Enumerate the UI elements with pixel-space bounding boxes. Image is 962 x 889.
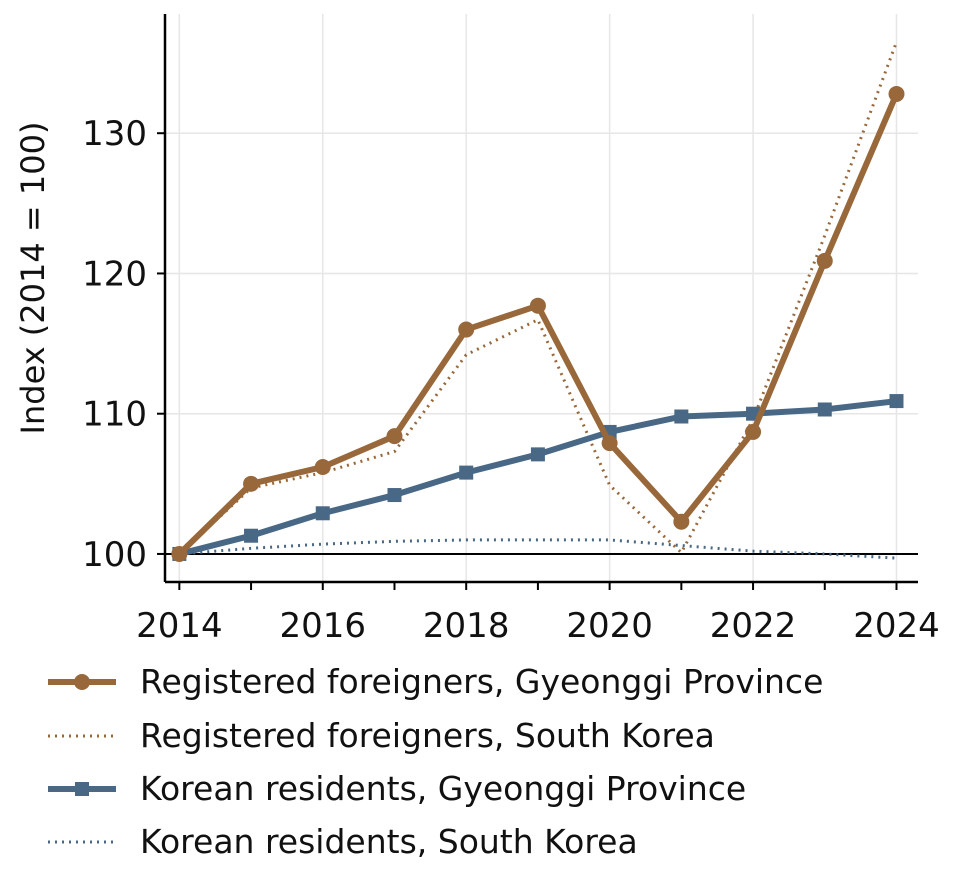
grid-lines xyxy=(165,14,918,582)
data-point xyxy=(529,297,546,314)
data-point xyxy=(816,252,833,269)
data-point xyxy=(243,475,260,492)
series-line-0 xyxy=(177,92,900,557)
data-point xyxy=(171,545,188,562)
y-axis-title: Index (2014 = 100) xyxy=(14,122,52,435)
data-point xyxy=(674,409,689,424)
series-lines xyxy=(171,41,905,562)
data-point xyxy=(315,506,330,521)
y-tick-label: 110 xyxy=(82,395,147,435)
x-tick-label: 2020 xyxy=(566,606,653,646)
legend-label: Korean residents, Gyeonggi Province xyxy=(140,769,746,808)
legend-label: Registered foreigners, Gyeonggi Province xyxy=(140,662,823,701)
data-point xyxy=(458,321,475,338)
y-tick-label: 130 xyxy=(82,114,147,154)
data-point xyxy=(530,447,545,462)
data-point xyxy=(889,394,904,409)
x-tick-label: 2022 xyxy=(710,606,797,646)
legend-marker xyxy=(74,674,90,690)
data-point xyxy=(386,428,403,445)
data-point xyxy=(673,513,690,530)
legend: Registered foreigners, Gyeonggi Province… xyxy=(48,662,823,861)
data-point xyxy=(745,423,762,440)
legend-label: Registered foreigners, South Korea xyxy=(140,716,715,755)
data-point xyxy=(817,402,832,417)
x-tick-label: 2016 xyxy=(280,606,367,646)
x-tick-label: 2024 xyxy=(853,606,940,646)
legend-item: Registered foreigners, South Korea xyxy=(48,716,715,755)
data-point xyxy=(601,435,618,452)
axis-ticks: 2014 2016 2018 2020 2022 2024 100 110 120 130 xyxy=(82,114,940,646)
legend-label: Korean residents, South Korea xyxy=(140,822,638,861)
data-point xyxy=(244,528,259,543)
legend-item: Registered foreigners, Gyeonggi Province xyxy=(48,662,823,701)
data-point xyxy=(314,458,331,475)
x-tick-label: 2018 xyxy=(423,606,510,646)
data-point xyxy=(888,85,905,102)
legend-item: Korean residents, South Korea xyxy=(48,822,638,861)
data-point xyxy=(459,465,474,480)
axes xyxy=(163,14,918,584)
y-tick-label: 120 xyxy=(82,254,147,294)
data-point xyxy=(387,488,402,503)
legend-marker xyxy=(75,782,89,796)
x-tick-label: 2014 xyxy=(136,606,223,646)
legend-item: Korean residents, Gyeonggi Province xyxy=(48,769,746,808)
y-tick-label: 100 xyxy=(82,535,147,575)
series-line-3 xyxy=(179,538,897,560)
